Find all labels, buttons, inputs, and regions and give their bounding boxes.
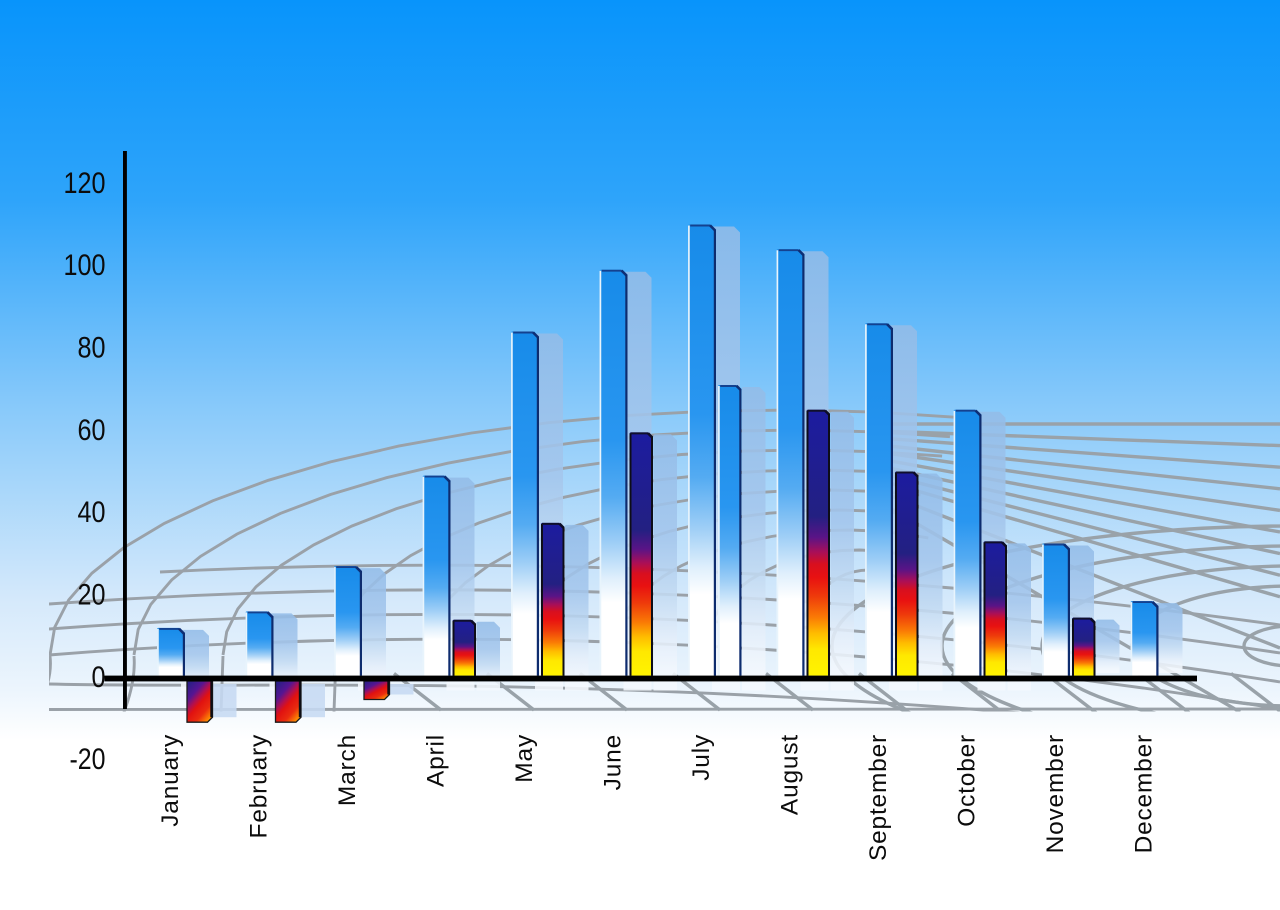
svg-text:100: 100 bbox=[64, 249, 106, 282]
svg-text:March: March bbox=[334, 734, 361, 806]
svg-text:September: September bbox=[865, 734, 892, 861]
svg-text:-20: -20 bbox=[70, 743, 106, 776]
svg-text:20: 20 bbox=[78, 579, 106, 612]
svg-text:40: 40 bbox=[78, 496, 106, 529]
svg-text:120: 120 bbox=[64, 167, 106, 200]
svg-text:January: January bbox=[157, 734, 184, 827]
svg-text:May: May bbox=[511, 734, 538, 783]
svg-text:July: July bbox=[688, 734, 715, 781]
svg-text:December: December bbox=[1131, 734, 1158, 853]
svg-text:February: February bbox=[246, 734, 273, 838]
svg-text:August: August bbox=[777, 734, 804, 815]
svg-text:0: 0 bbox=[92, 661, 106, 694]
svg-text:October: October bbox=[954, 734, 981, 827]
svg-text:June: June bbox=[600, 734, 627, 790]
svg-text:April: April bbox=[423, 734, 450, 787]
svg-text:November: November bbox=[1042, 734, 1069, 853]
svg-text:80: 80 bbox=[78, 332, 106, 365]
svg-text:60: 60 bbox=[78, 414, 106, 447]
